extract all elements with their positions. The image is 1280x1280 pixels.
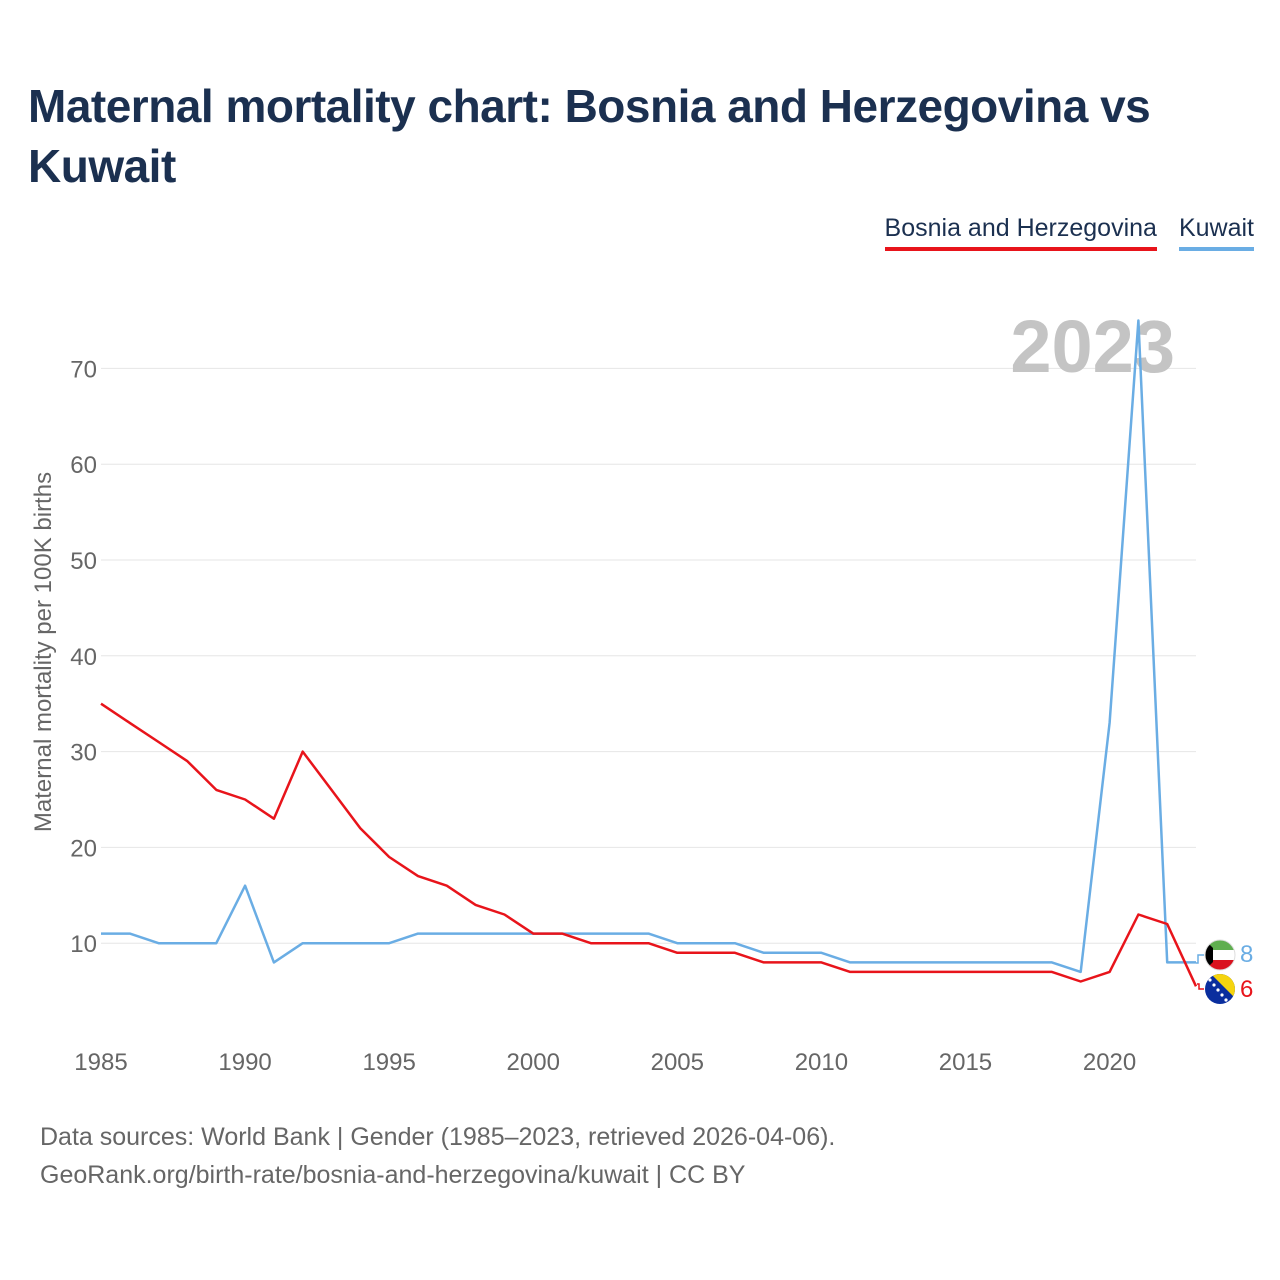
x-tick-label: 2015 bbox=[939, 1049, 992, 1076]
bosnia-flag-icon bbox=[1205, 974, 1235, 1004]
chart-title: Maternal mortality chart: Bosnia and Her… bbox=[28, 80, 1151, 192]
y-tick-label: 30 bbox=[70, 740, 97, 767]
grid-lines bbox=[101, 367, 1196, 944]
series-line-kuwait[interactable] bbox=[101, 319, 1196, 974]
footer: Data sources: World Bank | Gender (1985–… bbox=[40, 1118, 835, 1194]
y-tick-label: 20 bbox=[70, 835, 97, 862]
x-tick-label: 2000 bbox=[507, 1049, 560, 1076]
data-source-text: Data sources: World Bank | Gender (1985–… bbox=[40, 1123, 836, 1151]
x-tick-label: 1990 bbox=[218, 1049, 271, 1076]
y-tick-label: 50 bbox=[70, 548, 97, 575]
x-tick-label: 1985 bbox=[74, 1049, 127, 1076]
year-label: 2023 bbox=[1010, 305, 1175, 388]
series-line-bosnia[interactable] bbox=[100, 702, 1198, 987]
y-axis-label: Maternal mortality per 100K births bbox=[30, 472, 57, 832]
y-tick-label: 10 bbox=[70, 931, 97, 958]
kuwait-flag-icon bbox=[1204, 939, 1236, 971]
y-tick-label: 40 bbox=[70, 644, 97, 671]
y-tick-label: 60 bbox=[70, 452, 97, 479]
y-tick-label: 70 bbox=[70, 356, 97, 383]
legend: Bosnia and Herzegovina Kuwait bbox=[884, 214, 1254, 251]
bosnia-end-connector bbox=[1197, 983, 1204, 990]
x-tick-label: 2020 bbox=[1083, 1049, 1136, 1076]
x-tick-label: 1995 bbox=[362, 1049, 415, 1076]
series-lines bbox=[100, 319, 1198, 987]
y-tick-labels: 10 20 30 40 50 60 70 bbox=[70, 356, 97, 958]
legend-item-kuwait[interactable]: Kuwait bbox=[1178, 214, 1254, 251]
bosnia-end-label: 6 bbox=[1240, 976, 1253, 1003]
source-url-text: GeoRank.org/birth-rate/bosnia-and-herzeg… bbox=[40, 1161, 746, 1189]
kuwait-end-label: 8 bbox=[1240, 941, 1253, 968]
legend-item-bosnia[interactable]: Bosnia and Herzegovina bbox=[884, 214, 1157, 251]
x-tick-label: 2005 bbox=[651, 1049, 704, 1076]
kuwait-end-connector bbox=[1196, 954, 1204, 964]
x-tick-label: 2010 bbox=[795, 1049, 848, 1076]
x-tick-labels: 1985 1990 1995 2000 2005 2010 2015 2020 bbox=[74, 1049, 1136, 1076]
